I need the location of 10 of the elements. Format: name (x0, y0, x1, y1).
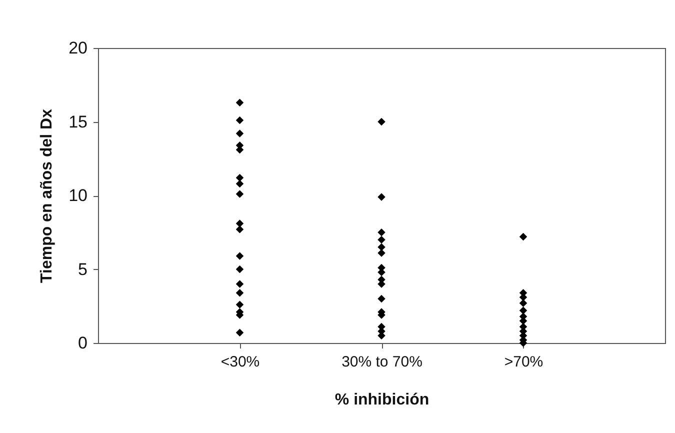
y-tick-label: 10 (68, 186, 88, 205)
y-tick-label: 0 (78, 334, 88, 352)
x-tick-label: 30% to 70% (342, 354, 422, 370)
y-tick-label: 20 (68, 38, 88, 58)
x-tick-label: <30% (220, 354, 260, 370)
x-tick-label: >70% (504, 354, 544, 370)
y-tick-label: 15 (68, 112, 88, 132)
y-tick-label: 5 (78, 260, 88, 279)
y-axis-title: Tiempo en años del Dx (38, 108, 56, 283)
x-axis-title: % inhibición (334, 392, 430, 408)
